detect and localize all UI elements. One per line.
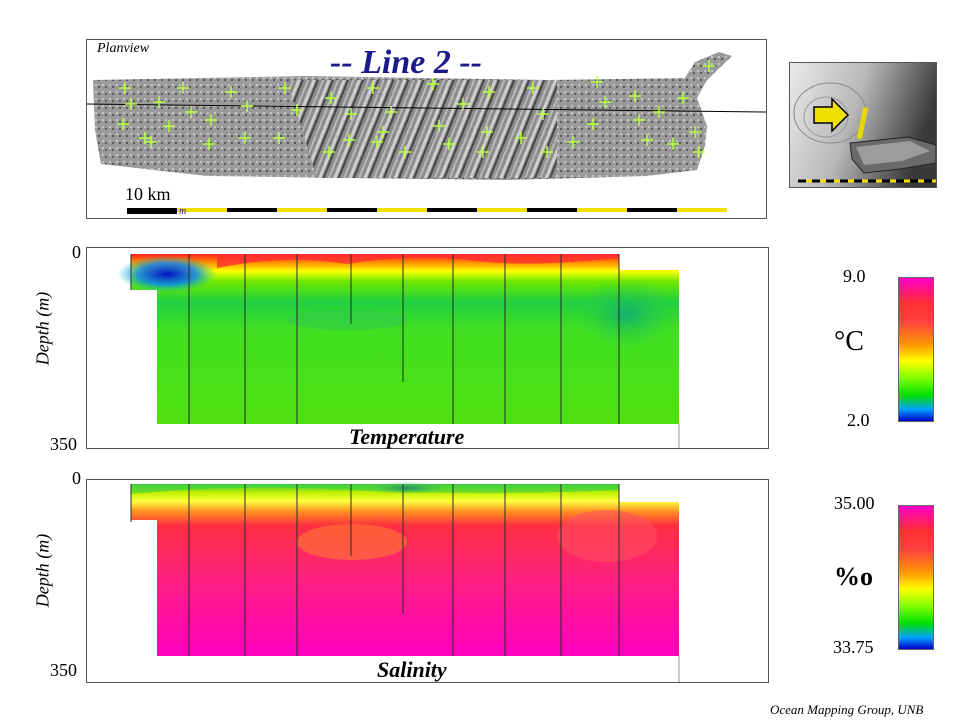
sample-marker: [345, 108, 357, 120]
temp-scale-max: 9.0: [843, 266, 866, 286]
sal-unit: %o: [834, 562, 873, 591]
locator-map: [790, 63, 936, 187]
scale-bar: [127, 208, 727, 214]
temp-color-scale: [898, 277, 934, 422]
salinity-title: Salinity: [377, 657, 447, 682]
sample-marker: [205, 114, 217, 126]
sample-marker: [703, 60, 715, 72]
sample-marker: [477, 146, 489, 158]
sal-color-scale: [898, 505, 934, 650]
temp-unit: °C: [834, 326, 864, 357]
sample-marker: [629, 90, 641, 102]
sample-marker: [153, 96, 165, 108]
sample-marker: [117, 118, 129, 130]
page-title: -- Line 2 --: [330, 44, 483, 81]
sample-marker: [599, 96, 611, 108]
sample-marker: [667, 138, 679, 150]
sample-marker: [145, 136, 157, 148]
cast-lines: [130, 254, 620, 424]
sample-marker: [527, 82, 539, 94]
sample-marker: [567, 136, 579, 148]
sample-marker: [591, 76, 603, 88]
sample-marker: [291, 104, 303, 116]
salinity-section: [130, 482, 680, 682]
temp-depth-top: 0: [72, 242, 81, 262]
sample-marker: [481, 126, 493, 138]
sample-marker: [587, 118, 599, 130]
sample-markers: [117, 60, 715, 158]
sample-marker: [177, 82, 189, 94]
sample-marker: [427, 78, 439, 90]
sal-scale-min: 33.75: [833, 637, 874, 657]
scale-unit: m: [179, 206, 187, 217]
sample-marker: [225, 86, 237, 98]
planview-label: Planview: [97, 41, 150, 56]
temperature-panel: Temperature: [86, 247, 769, 449]
planview-panel: Planview -- Line 2 --: [86, 39, 767, 219]
sample-marker: [399, 146, 411, 158]
locator-inset: [789, 62, 937, 188]
sample-marker: [367, 82, 379, 94]
temp-scale-min: 2.0: [847, 410, 870, 430]
swath-map: [87, 52, 766, 214]
sample-marker: [653, 106, 665, 118]
sample-marker: [203, 138, 215, 150]
sample-marker: [239, 132, 251, 144]
sal-depth-bottom: 350: [50, 660, 77, 680]
sample-marker: [537, 108, 549, 120]
sample-marker: [689, 126, 701, 138]
salinity-panel: Salinity: [86, 479, 769, 683]
sal-ylabel: Depth (m): [32, 533, 53, 608]
sample-marker: [273, 132, 285, 144]
sample-marker: [185, 106, 197, 118]
sample-marker: [371, 136, 383, 148]
sample-marker: [325, 92, 337, 104]
sample-marker: [323, 146, 335, 158]
sample-marker: [443, 138, 455, 150]
sal-depth-top: 0: [72, 468, 81, 488]
sample-marker: [343, 134, 355, 146]
sample-marker: [163, 120, 175, 132]
sample-marker: [385, 106, 397, 118]
temperature-title: Temperature: [349, 424, 465, 449]
credit: Ocean Mapping Group, UNB: [770, 702, 924, 717]
sample-marker: [641, 134, 653, 146]
temp-depth-bottom: 350: [50, 434, 77, 454]
sample-marker: [483, 86, 495, 98]
sample-marker: [515, 132, 527, 144]
sample-marker: [433, 120, 445, 132]
temp-ylabel: Depth (m): [32, 291, 53, 366]
sample-marker: [633, 114, 645, 126]
sample-marker: [125, 98, 137, 110]
sample-marker: [457, 98, 469, 110]
sample-marker: [119, 82, 131, 94]
temperature-section: [117, 254, 680, 448]
sample-marker: [541, 146, 553, 158]
cast-lines: [130, 484, 620, 656]
scale-label: 10 km: [125, 184, 171, 204]
sample-marker: [279, 82, 291, 94]
sample-marker: [377, 126, 389, 138]
sal-scale-max: 35.00: [834, 493, 875, 513]
sample-marker: [677, 92, 689, 104]
sample-marker: [693, 146, 705, 158]
sample-marker: [241, 100, 253, 112]
